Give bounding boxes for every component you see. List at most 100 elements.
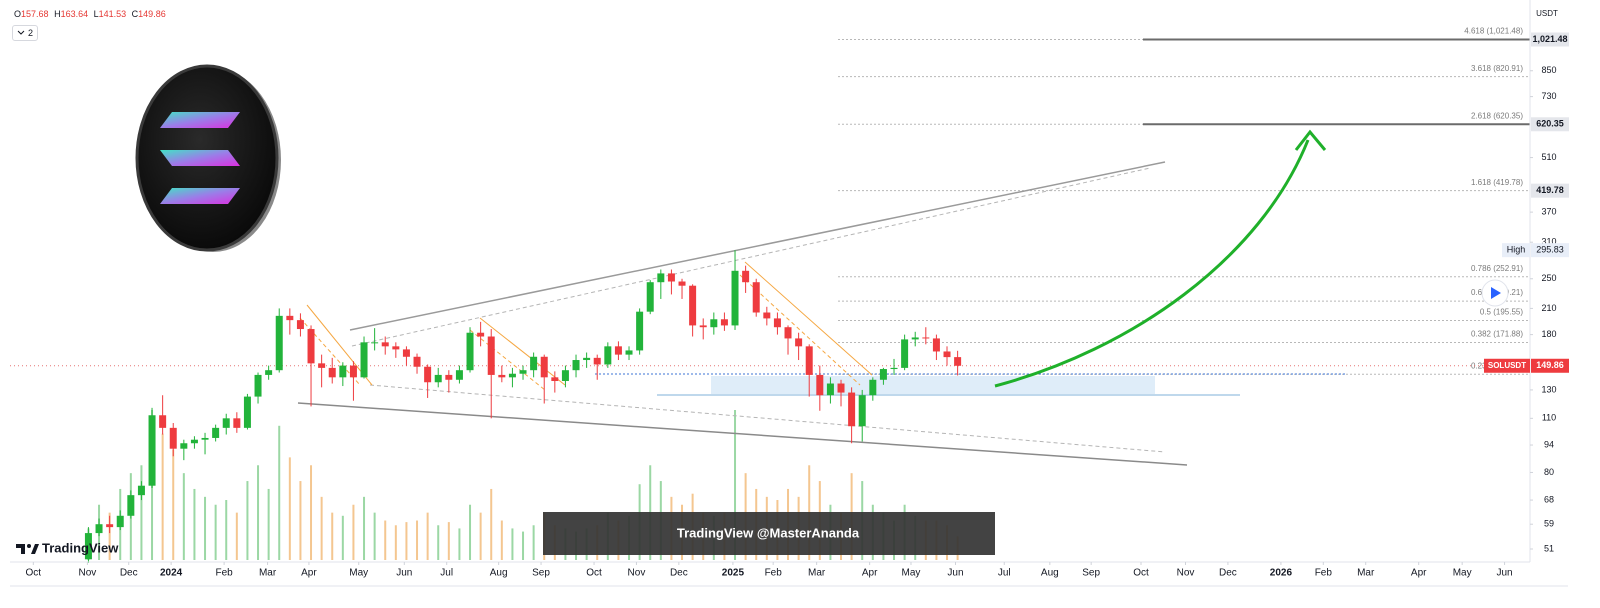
legend-value: 163.64	[60, 9, 89, 19]
candle-body	[561, 370, 569, 382]
candle-body	[339, 365, 347, 378]
volume-bar	[500, 520, 503, 560]
candle-body	[763, 312, 771, 319]
candle-body	[328, 367, 336, 378]
high-tag: High	[1507, 245, 1526, 255]
candle-body	[455, 370, 463, 380]
play-button[interactable]	[1481, 279, 1509, 307]
y-tick-label: 370	[1541, 206, 1556, 216]
solana-logo	[135, 64, 281, 252]
y-tick-label: 510	[1541, 152, 1556, 162]
symbol-tag-box	[1484, 358, 1530, 373]
candle-body	[275, 315, 283, 371]
x-tick-label: Jul	[998, 568, 1011, 579]
x-tick-label: Oct	[26, 568, 42, 579]
candle-body	[392, 346, 400, 350]
candle-body	[434, 374, 442, 383]
candle-body	[233, 418, 241, 428]
candle-body	[265, 370, 273, 375]
y-tick-label: 850	[1541, 65, 1556, 75]
x-tick-label: Dec	[670, 568, 688, 579]
candle-body	[720, 319, 728, 326]
candle-body	[710, 319, 718, 328]
volume-bar	[108, 512, 111, 560]
candle-body	[784, 327, 792, 339]
candle-body	[551, 377, 559, 382]
candle-body	[127, 495, 135, 516]
candle-body	[646, 282, 654, 312]
orange-line	[479, 317, 566, 386]
candle-body	[667, 273, 675, 282]
candle-body	[530, 356, 538, 371]
candle-body	[901, 339, 909, 368]
price-tag: 149.86	[1536, 360, 1564, 370]
candle-body	[424, 366, 432, 383]
x-tick-label: Jun	[396, 568, 412, 579]
volume-bar	[734, 410, 737, 560]
candle-body	[773, 318, 781, 328]
candle-body	[296, 320, 304, 330]
x-tick-label: Sep	[1082, 568, 1100, 579]
indicator-toggle[interactable]: 2	[12, 25, 39, 41]
y-tick-label: 730	[1541, 91, 1556, 101]
arrow-head	[1294, 129, 1327, 151]
candle-body	[222, 418, 230, 428]
volume-bar	[225, 500, 228, 560]
axis-layer: USDT Oct Nov Dec 2024 Feb Mar Apr May Jun Jul Aug S…	[10, 0, 1569, 587]
y-tick-label: 110	[1542, 413, 1556, 423]
candle-body	[349, 365, 357, 378]
candle-body	[212, 427, 220, 438]
x-tick-label: Nov	[628, 568, 646, 579]
x-tick-label: Jun	[947, 568, 963, 579]
x-tick-label: Apr	[862, 568, 878, 579]
volume-bar	[511, 528, 514, 560]
x-tick-label: Feb	[1315, 568, 1333, 579]
legend-value: 149.86	[138, 9, 166, 19]
candle-body	[752, 282, 760, 313]
legend-value: 157.68	[21, 9, 49, 19]
candle-body	[95, 524, 103, 534]
symbol-tag: SOLUSDT	[1488, 361, 1526, 370]
y-tick-label: 59	[1544, 519, 1554, 529]
fib-level-label: 4.618 (1,021.48)	[1464, 27, 1523, 36]
y-tick-label: 130	[1541, 384, 1556, 394]
volume-bar	[469, 504, 472, 560]
volume-bar	[416, 520, 419, 560]
candle-body	[169, 427, 177, 449]
legend-key: H	[54, 9, 61, 19]
fib-level-label: 0.786 (252.91)	[1471, 264, 1523, 273]
candle-body	[318, 363, 326, 368]
candle-body	[604, 346, 612, 365]
candle-body	[678, 281, 686, 286]
candle-body	[106, 524, 114, 528]
x-tick-label: Nov	[78, 568, 96, 579]
volume-bar	[373, 512, 376, 560]
price-tag: 620.35	[1536, 119, 1564, 129]
orange-line	[744, 261, 873, 376]
volume-bar	[204, 496, 207, 560]
candle-layer	[84, 250, 962, 563]
x-tick-label: Apr	[301, 568, 317, 579]
candle-body	[254, 374, 262, 397]
x-tick-label: 2026	[1270, 568, 1293, 579]
volume-bar	[288, 457, 291, 560]
candle-body	[487, 336, 495, 375]
legend-value: 141.53	[98, 9, 127, 19]
watermark-box	[543, 512, 995, 555]
candle-body	[84, 533, 92, 560]
x-tick-label: Dec	[120, 568, 138, 579]
volume-bar	[299, 481, 302, 560]
candle-body	[657, 273, 665, 283]
chevron-icon	[17, 30, 25, 35]
y-tick-label: 250	[1541, 273, 1556, 283]
candle-body	[826, 383, 834, 396]
candle-body	[699, 325, 707, 328]
x-tick-label: Nov	[1177, 568, 1195, 579]
price-tag: 419.78	[1536, 185, 1564, 195]
candle-body	[858, 395, 866, 427]
candle-body	[477, 332, 485, 337]
x-tick-label: Mar	[808, 568, 826, 579]
